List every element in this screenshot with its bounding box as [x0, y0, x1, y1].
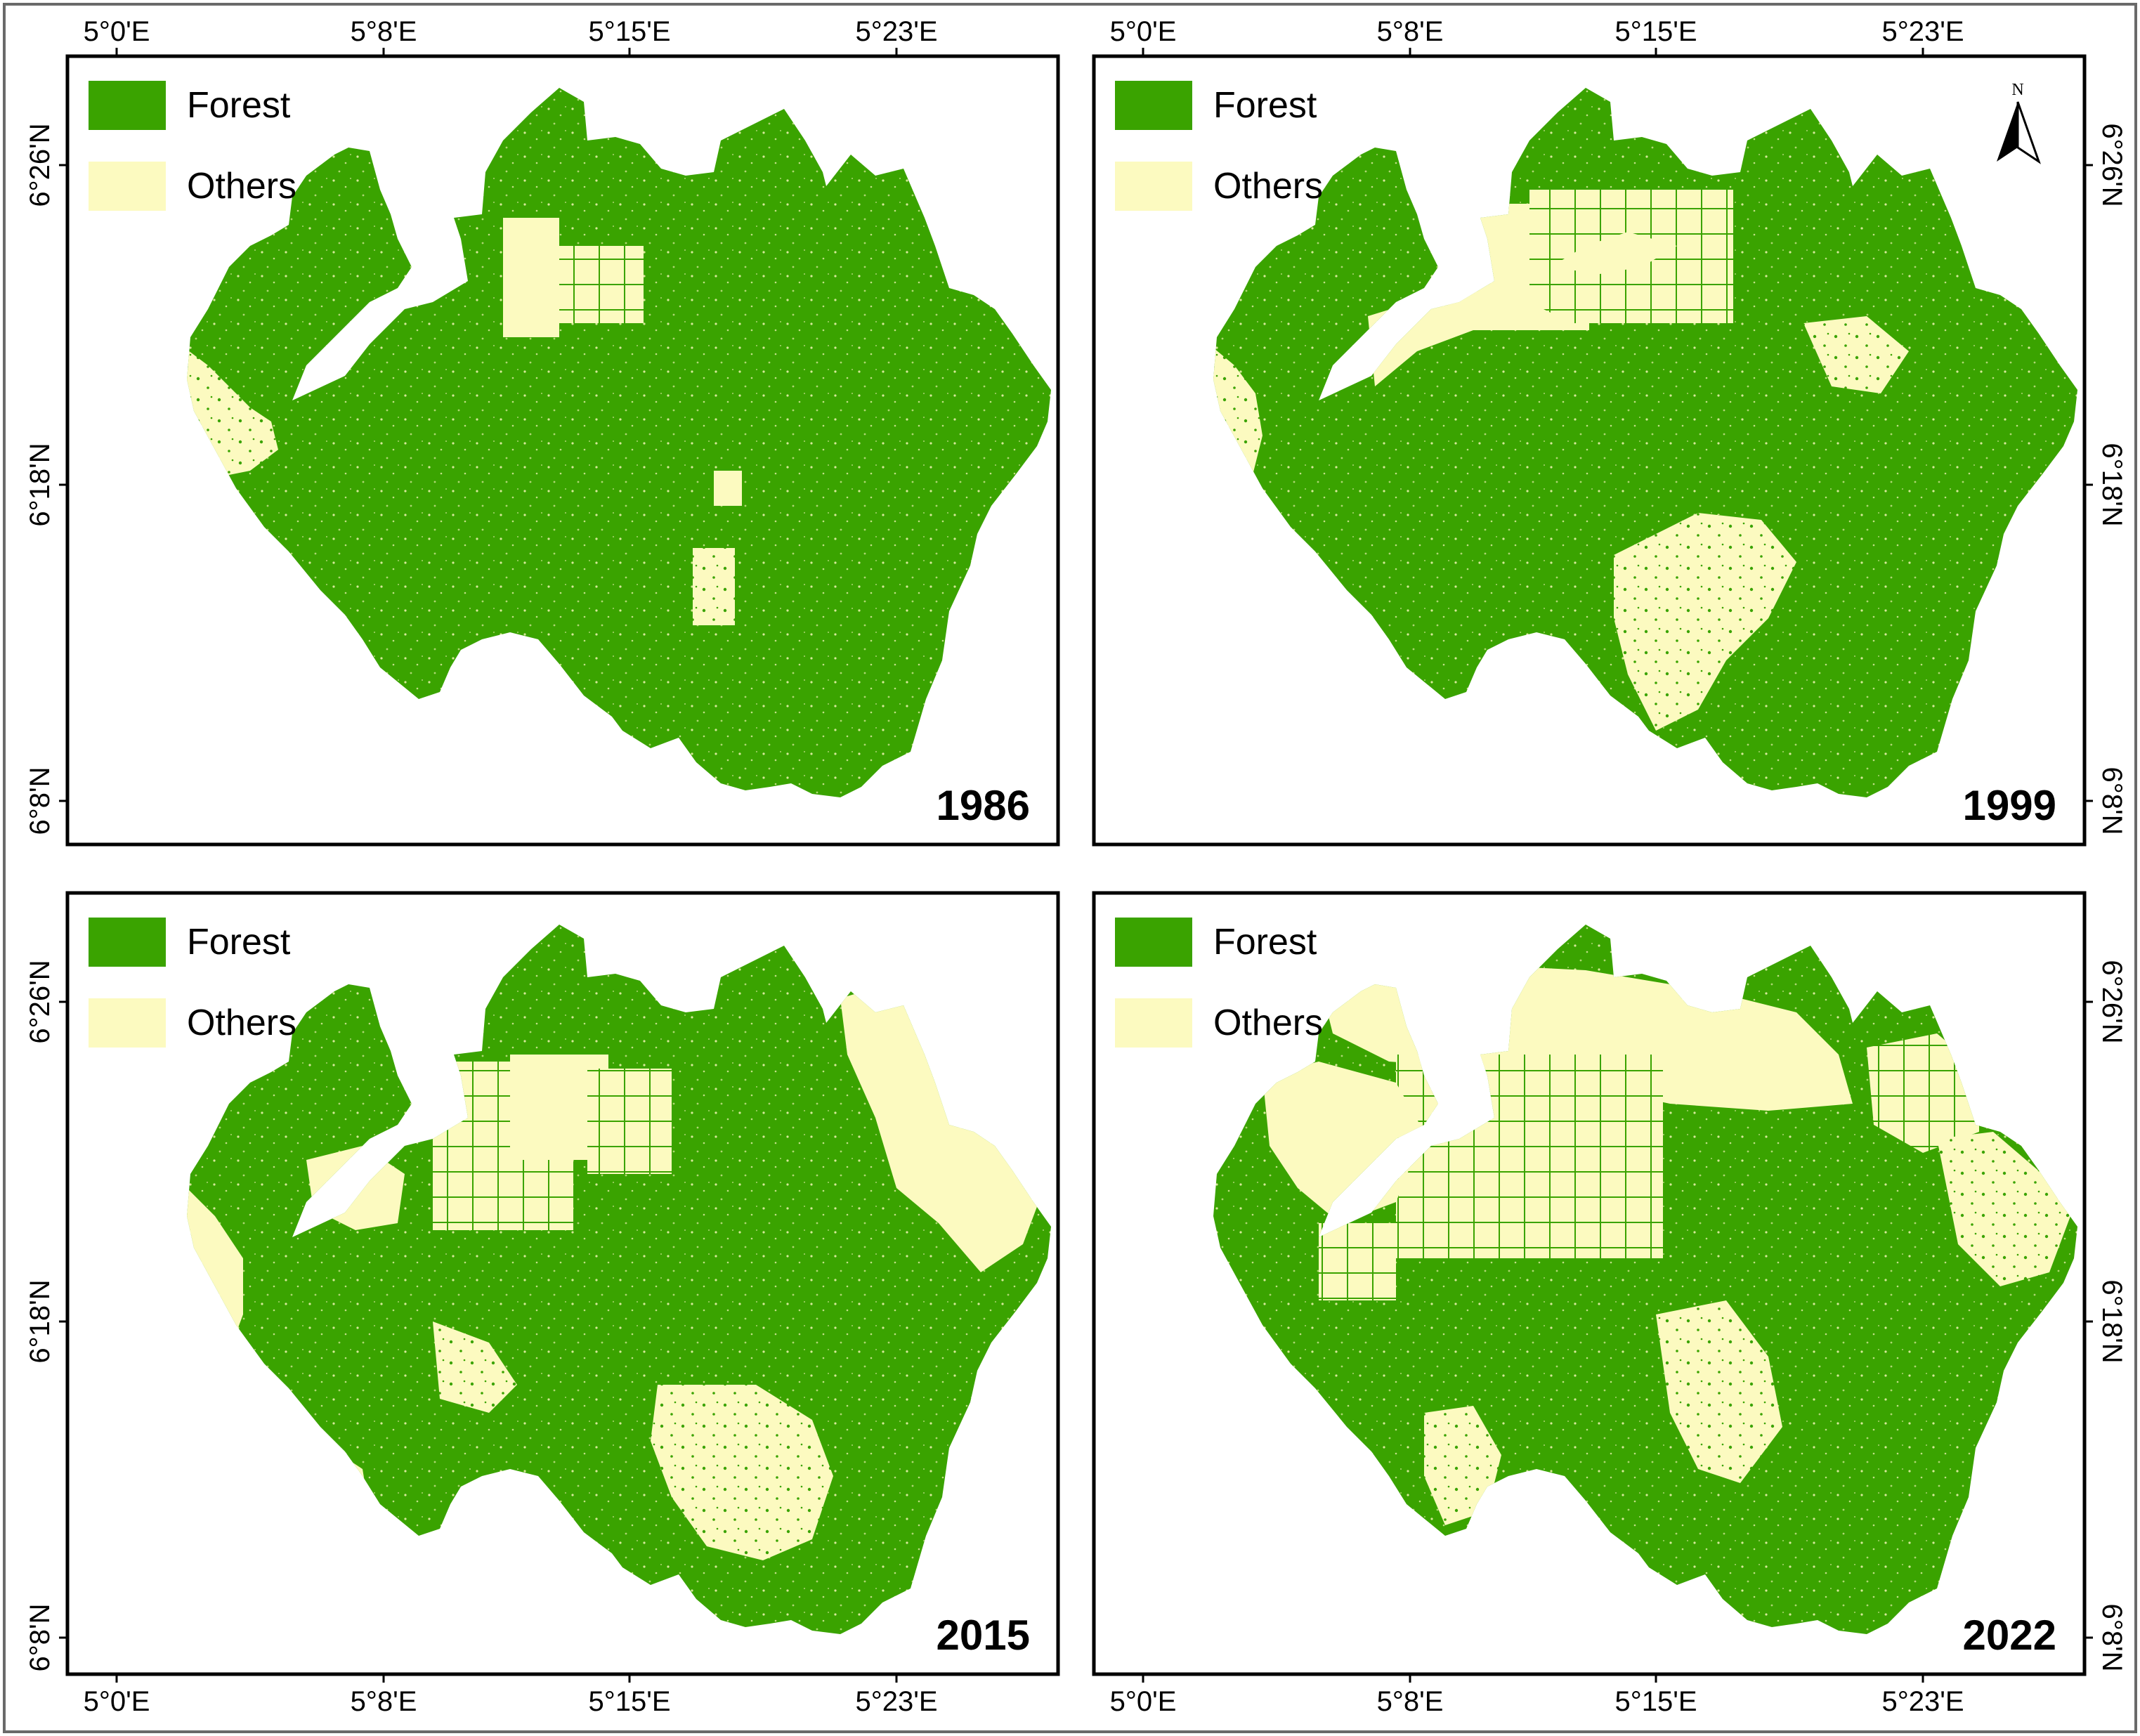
- lon-label: 5°23'E: [855, 1686, 937, 1717]
- legend-label-others: Others: [1213, 1003, 1323, 1043]
- lon-label: 5°0'E: [84, 16, 150, 47]
- legend-swatch-forest: [1115, 918, 1192, 967]
- lon-label: 5°15'E: [588, 16, 670, 47]
- others-patch: [1551, 232, 1677, 274]
- others-patch: [503, 218, 559, 337]
- year-label: 1986: [937, 782, 1030, 829]
- legend-swatch-forest: [1115, 81, 1192, 130]
- legend-swatch-others: [1115, 998, 1192, 1048]
- lon-label: 5°23'E: [1881, 1686, 1964, 1717]
- lat-label: 6°26'N: [25, 123, 56, 207]
- lon-label: 5°0'E: [84, 1686, 150, 1717]
- year-label: 2015: [937, 1612, 1030, 1659]
- forest-area: [1213, 88, 2077, 797]
- legend-label-others: Others: [187, 166, 296, 207]
- north-letter: N: [2011, 81, 2023, 99]
- lon-label: 5°15'E: [588, 1686, 670, 1717]
- study-area-map: [187, 88, 1051, 797]
- legend: Forest Others: [89, 81, 296, 211]
- legend-swatch-forest: [89, 918, 166, 967]
- lon-label: 5°0'E: [1110, 1686, 1177, 1717]
- legend-label-others: Others: [187, 1003, 296, 1043]
- others-patch: [1319, 1223, 1396, 1300]
- lat-label: 6°18'N: [2096, 443, 2127, 526]
- lon-label: 5°15'E: [1614, 1686, 1697, 1717]
- lat-label: 6°26'N: [2096, 960, 2127, 1043]
- lat-label: 6°8'N: [25, 766, 56, 835]
- lon-label: 5°8'E: [351, 16, 417, 47]
- lat-label: 6°26'N: [25, 960, 56, 1043]
- others-patch: [433, 1321, 517, 1413]
- others-patch: [714, 471, 742, 506]
- legend-label-forest: Forest: [1213, 922, 1317, 962]
- forest-area: [187, 925, 1051, 1634]
- map-panel-1999: Forest Others 1999 N 5°0'E 5°8'E 5°15'E 5°23'E 6…: [1092, 16, 2127, 847]
- lat-label: 6°8'N: [25, 1603, 56, 1671]
- lon-label: 5°8'E: [1377, 1686, 1444, 1717]
- others-patch: [1614, 513, 1796, 731]
- others-patch: [1424, 1406, 1501, 1525]
- map-panel-1986: Forest Others 1986 5°0'E 5°8'E 5°15'E 5°23'E 6°…: [25, 16, 1060, 847]
- legend: Forest Others: [1115, 81, 1323, 211]
- map-panel-2022: Forest Others 2022 5°0'E 5°8'E 5°15'E 5°23'E 6°…: [1092, 891, 2127, 1717]
- north-arrow-icon: N: [1997, 81, 2041, 164]
- lat-label: 6°8'N: [2096, 766, 2127, 835]
- lat-label: 6°8'N: [2096, 1603, 2127, 1671]
- year-label: 2022: [1963, 1612, 2056, 1659]
- lon-label: 5°8'E: [1377, 16, 1444, 47]
- map-panel-2015: Forest Others 2015 5°0'E 5°8'E 5°15'E 5°23'E 6°…: [25, 891, 1060, 1717]
- lon-label: 5°8'E: [351, 1686, 417, 1717]
- forest-area: [187, 88, 1051, 797]
- lat-label: 6°18'N: [25, 443, 56, 526]
- others-patch: [651, 1385, 833, 1560]
- lon-label: 5°23'E: [855, 16, 937, 47]
- legend-swatch-others: [89, 998, 166, 1048]
- others-patch: [693, 548, 735, 625]
- year-label: 1999: [1963, 782, 2056, 829]
- legend-swatch-forest: [89, 81, 166, 130]
- legend: Forest Others: [1115, 918, 1323, 1048]
- legend-label-forest: Forest: [187, 922, 291, 962]
- lon-label: 5°0'E: [1110, 16, 1177, 47]
- others-patch: [559, 246, 644, 323]
- legend-label-forest: Forest: [187, 85, 291, 126]
- lat-label: 6°26'N: [2096, 123, 2127, 207]
- legend-swatch-others: [1115, 162, 1192, 211]
- lon-label: 5°15'E: [1614, 16, 1697, 47]
- others-patch: [1803, 316, 1909, 393]
- lon-label: 5°23'E: [1881, 16, 1964, 47]
- lat-label: 6°18'N: [25, 1279, 56, 1363]
- others-patch: [587, 1069, 672, 1174]
- legend-label-forest: Forest: [1213, 85, 1317, 126]
- others-patch: [1937, 1132, 2070, 1286]
- legend: Forest Others: [89, 918, 296, 1048]
- others-patch: [187, 344, 278, 478]
- legend-label-others: Others: [1213, 166, 1323, 207]
- others-patch: [1656, 1300, 1782, 1483]
- figure-outer-frame: [3, 3, 2137, 1733]
- lat-label: 6°18'N: [2096, 1279, 2127, 1363]
- legend-swatch-others: [89, 162, 166, 211]
